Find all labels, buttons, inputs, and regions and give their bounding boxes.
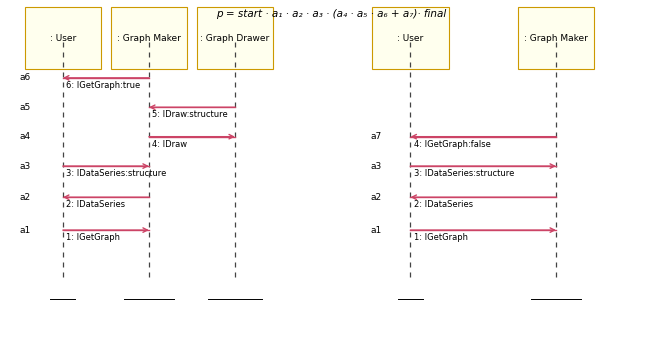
Bar [25, 7, 101, 69]
Text: a2: a2 [20, 193, 31, 202]
Bar [111, 7, 187, 69]
Text: a2: a2 [371, 193, 382, 202]
Text: 3: IDataSeries:structure: 3: IDataSeries:structure [66, 169, 167, 178]
Text: a1: a1 [371, 226, 382, 235]
Text: 5: IDraw:structure: 5: IDraw:structure [152, 110, 228, 119]
Bar [518, 7, 594, 69]
Text: : Graph Maker: : Graph Maker [524, 34, 588, 43]
Text: 2: IDataSeries: 2: IDataSeries [414, 200, 473, 209]
Text: a4: a4 [20, 132, 31, 141]
Text: : Graph Maker: : Graph Maker [117, 34, 181, 43]
Text: p = start · a₁ · a₂ · a₃ · (a₄ · a₅ · a₆ + a₇)· final: p = start · a₁ · a₂ · a₃ · (a₄ · a₅ · a₆… [216, 9, 446, 19]
Bar [372, 7, 449, 69]
Text: 2: IDataSeries: 2: IDataSeries [66, 200, 125, 209]
Text: a6: a6 [20, 73, 31, 82]
Text: 3: IDataSeries:structure: 3: IDataSeries:structure [414, 169, 514, 178]
Text: a5: a5 [20, 103, 31, 112]
Text: a3: a3 [20, 162, 31, 171]
Bar [197, 7, 273, 69]
Text: : Graph Drawer: : Graph Drawer [201, 34, 269, 43]
Text: 1: IGetGraph: 1: IGetGraph [66, 233, 120, 242]
Text: a7: a7 [371, 132, 382, 141]
Text: : User: : User [50, 34, 76, 43]
Text: 1: IGetGraph: 1: IGetGraph [414, 233, 468, 242]
Text: : User: : User [397, 34, 424, 43]
Text: 4: IDraw: 4: IDraw [152, 140, 187, 149]
Text: a3: a3 [371, 162, 382, 171]
Text: 6: IGetGraph:true: 6: IGetGraph:true [66, 81, 140, 90]
Text: 4: IGetGraph:false: 4: IGetGraph:false [414, 140, 491, 149]
Text: a1: a1 [20, 226, 31, 235]
